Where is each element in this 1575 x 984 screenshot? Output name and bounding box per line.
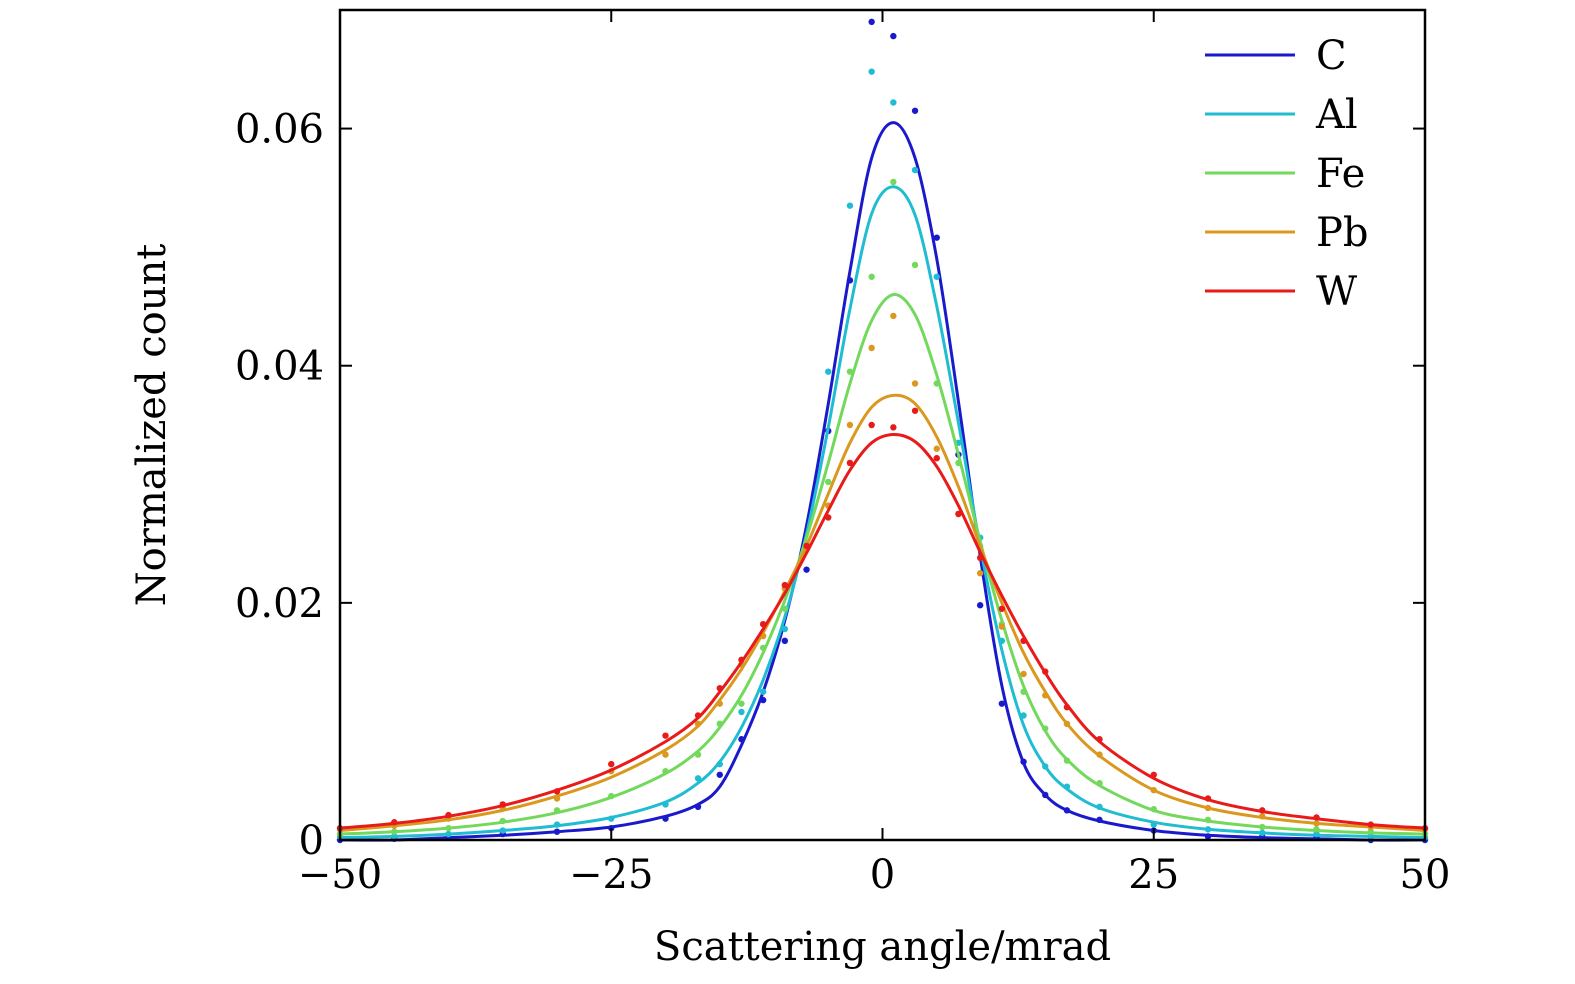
- data-point-al: [738, 708, 745, 716]
- data-point-c: [716, 771, 723, 778]
- data-point-al: [911, 166, 919, 174]
- x-tick-label: −50: [298, 852, 382, 898]
- x-tick-label: 50: [1400, 852, 1451, 898]
- data-point-c: [803, 566, 810, 573]
- fit-line-c: [339, 121, 1426, 842]
- data-point-w: [868, 421, 875, 429]
- data-point-fe: [738, 700, 745, 707]
- plot-frame: [338, 8, 1427, 842]
- data-point-w: [911, 407, 919, 414]
- data-point-w: [781, 581, 789, 589]
- data-point-pb: [890, 312, 897, 320]
- data-point-c: [890, 32, 897, 40]
- data-point-fe: [911, 261, 919, 269]
- series-fe: [336, 178, 1429, 838]
- data-point-al: [933, 273, 940, 280]
- data-point-w: [846, 459, 854, 467]
- y-tick-label: 0.06: [235, 107, 324, 153]
- data-point-c: [781, 637, 789, 644]
- x-axis-title: Scattering angle/mrad: [654, 924, 1111, 970]
- fit-line-fe: [339, 293, 1426, 836]
- data-point-pb: [911, 380, 919, 387]
- series-c: [336, 18, 1429, 844]
- data-point-c: [911, 107, 919, 114]
- data-point-al: [759, 688, 767, 695]
- data-point-fe: [825, 478, 832, 486]
- data-point-w: [933, 455, 940, 462]
- data-point-pb: [868, 344, 875, 352]
- data-point-w: [998, 605, 1006, 612]
- data-point-pb: [976, 570, 984, 577]
- data-point-al: [694, 775, 702, 782]
- legend: C Al Fe Pb W: [1205, 33, 1369, 315]
- data-point-pb: [1020, 670, 1027, 678]
- series-al: [336, 68, 1429, 841]
- data-point-pb: [933, 445, 940, 452]
- y-tick-label: 0: [299, 818, 324, 864]
- legend-label-w: W: [1316, 269, 1357, 315]
- data-point-fe: [846, 368, 854, 375]
- data-point-c: [868, 18, 875, 26]
- legend-label-c: C: [1316, 33, 1347, 79]
- y-tick-label: 0.02: [235, 581, 324, 627]
- data-point-w: [890, 424, 897, 431]
- data-point-pb: [662, 751, 669, 758]
- data-point-al: [846, 202, 854, 209]
- data-point-pb: [998, 623, 1006, 630]
- fit-line-al: [339, 185, 1426, 840]
- series-w: [336, 407, 1429, 832]
- data-point-w: [662, 732, 669, 739]
- data-point-al: [890, 99, 897, 106]
- x-tick-label: −25: [569, 852, 653, 898]
- legend-label-pb: Pb: [1316, 210, 1369, 256]
- data-point-al: [825, 368, 832, 375]
- x-tick-label: 25: [1128, 852, 1179, 898]
- legend-label-al: Al: [1315, 92, 1358, 138]
- data-point-fe: [890, 178, 897, 186]
- fit-line-w: [339, 432, 1426, 830]
- data-point-w: [608, 760, 615, 768]
- series-pb: [336, 312, 1429, 833]
- y-axis-title: Normalized count: [129, 244, 175, 607]
- data-point-c: [998, 700, 1006, 707]
- data-point-c: [933, 234, 940, 241]
- data-point-al: [868, 68, 875, 75]
- data-point-fe: [868, 273, 875, 280]
- y-tick-label: 0.04: [235, 344, 324, 390]
- data-point-w: [955, 510, 962, 518]
- axis-layer: −50 −25 0 25 50 0 0.02 0.04 0.06: [235, 10, 1451, 898]
- fit-line-pb: [339, 393, 1426, 832]
- data-point-pb: [846, 421, 854, 429]
- legend-label-fe: Fe: [1316, 151, 1365, 197]
- data-point-c: [976, 602, 984, 609]
- series-layer: [336, 18, 1429, 844]
- x-tick-label: 0: [870, 852, 895, 898]
